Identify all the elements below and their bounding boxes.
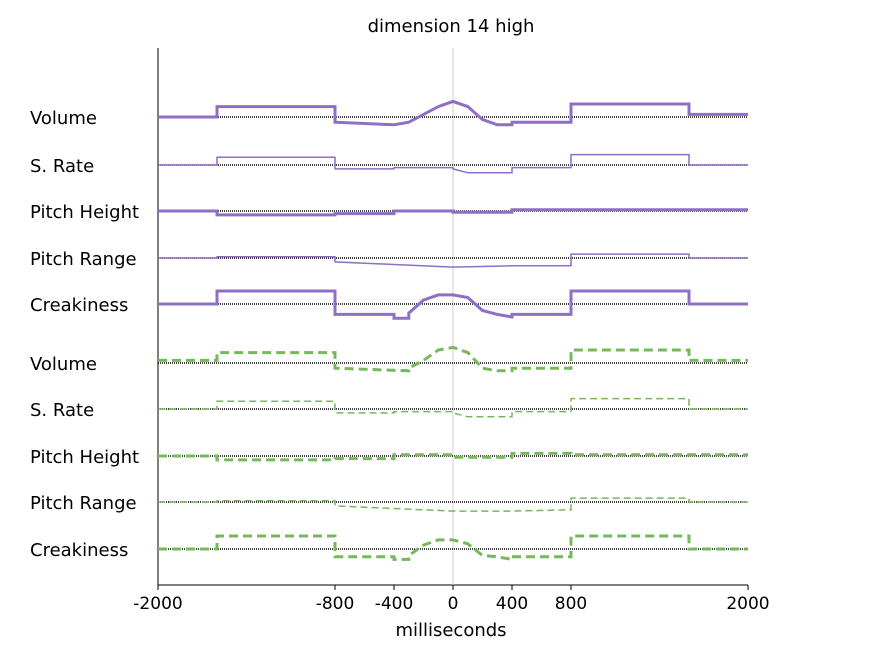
row-label-purple-group-2: Pitch Height	[30, 202, 139, 223]
series-line-green-group-2	[158, 451, 748, 462]
x-tick-label: 2000	[726, 594, 769, 614]
x-tick-label: -2000	[133, 594, 182, 614]
row-label-purple-group-1: S. Rate	[30, 156, 94, 177]
x-tick-label: 0	[448, 594, 459, 614]
series-line-purple-group-4	[158, 289, 748, 320]
row-label-green-group-4: Creakiness	[30, 540, 128, 561]
series-line-green-group-1	[158, 397, 748, 418]
x-tick-label: 800	[555, 594, 587, 614]
series-line-green-group-0	[158, 345, 748, 373]
x-ticks: -2000 -800 -400 0 400 800 2000	[133, 585, 770, 614]
series-line-purple-group-0	[158, 99, 748, 127]
series-line-purple-group-3	[158, 253, 748, 268]
row-label-purple-group-3: Pitch Range	[30, 249, 137, 270]
row-label-green-group-3: Pitch Range	[30, 493, 137, 514]
chart-title: dimension 14 high	[368, 16, 535, 37]
axes	[157, 48, 748, 586]
x-tick-label: -400	[375, 594, 414, 614]
row-label-green-group-2: Pitch Height	[30, 447, 139, 468]
row-label-purple-group-4: Creakiness	[30, 295, 128, 316]
x-axis-label: milliseconds	[395, 620, 506, 641]
feature-rows: Volume S. Rate Pitch Height Pitch Range Crea…	[30, 99, 748, 562]
row-label-purple-group-0: Volume	[30, 108, 97, 129]
x-tick-label: 400	[496, 594, 528, 614]
series-line-green-group-3	[158, 497, 748, 512]
row-label-green-group-1: S. Rate	[30, 400, 94, 421]
x-tick-label: -800	[316, 594, 355, 614]
series-line-purple-group-1	[158, 153, 748, 174]
series-line-green-group-4	[158, 534, 748, 562]
series-line-purple-group-2	[158, 208, 748, 217]
row-label-green-group-0: Volume	[30, 354, 97, 375]
